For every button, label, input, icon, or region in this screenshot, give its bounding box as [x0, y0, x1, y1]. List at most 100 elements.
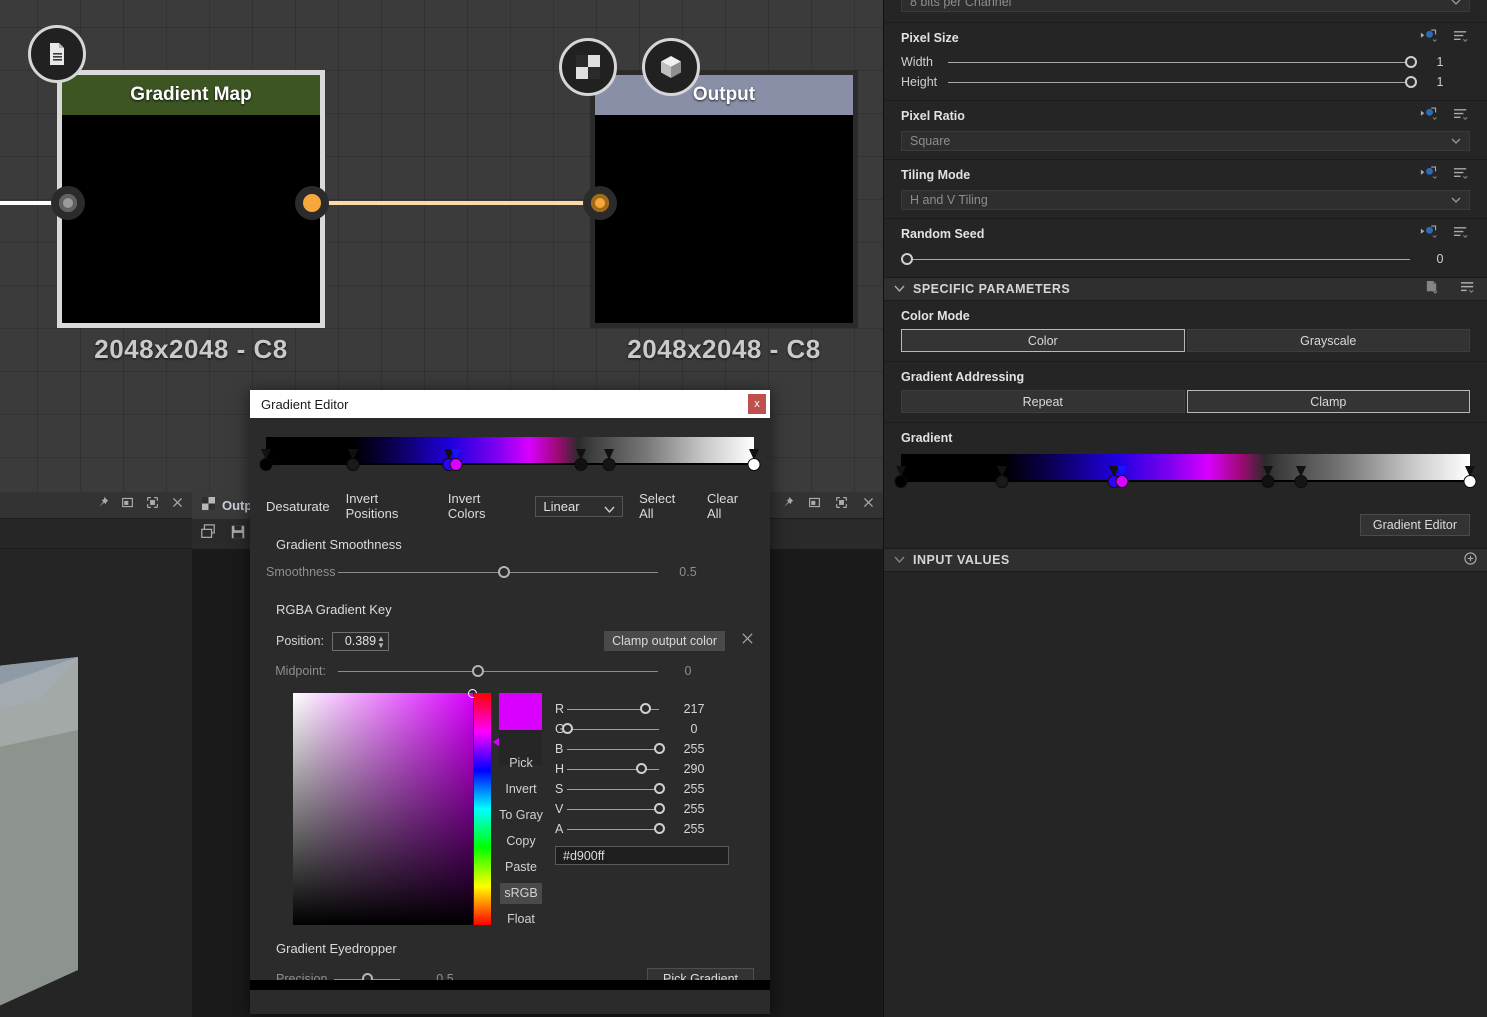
specific-parameters-header[interactable]: SPECIFIC PARAMETERS: [884, 277, 1487, 301]
channel-slider[interactable]: [567, 701, 659, 717]
node-input-port[interactable]: [51, 186, 85, 220]
srgb-button[interactable]: sRGB: [500, 883, 542, 904]
paste-button[interactable]: Paste: [505, 860, 537, 874]
gradient-smoothness-heading: Gradient Smoothness: [276, 537, 402, 552]
node-gradient-map[interactable]: Gradient Map 2048x2048 - C8: [51, 70, 329, 365]
copy-button[interactable]: Copy: [506, 834, 536, 848]
invert-button[interactable]: Invert: [505, 782, 537, 796]
gradient-stop[interactable]: [747, 449, 761, 471]
dock-left-titlebar: [0, 492, 192, 519]
tiling-mode-combo[interactable]: H and V Tiling: [901, 190, 1470, 210]
hex-color-input[interactable]: #d900ff: [555, 846, 729, 865]
channel-slider[interactable]: [567, 761, 659, 777]
parameter-menu-icon[interactable]: [1453, 107, 1470, 125]
viewport-3d[interactable]: [0, 550, 192, 1017]
saturation-value-square[interactable]: [293, 689, 477, 925]
invert-colors-button[interactable]: Invert Colors: [447, 491, 486, 521]
restore-icon[interactable]: [808, 496, 821, 514]
document-icon[interactable]: [28, 25, 86, 83]
tiling-mode-value: H and V Tiling: [910, 193, 988, 207]
node-output-port[interactable]: [295, 186, 329, 220]
channel-slider[interactable]: [562, 721, 659, 737]
invert-positions-button[interactable]: Invert Positions: [345, 491, 399, 521]
channel-slider[interactable]: [567, 781, 665, 797]
pixel-ratio-combo[interactable]: Square: [901, 131, 1470, 151]
expose-parameter-icon[interactable]: [1420, 225, 1439, 243]
bit-depth-combo[interactable]: 8 bits per Channel: [901, 0, 1470, 12]
node-title-output: Output: [595, 75, 853, 115]
gradient-addressing-clamp-button[interactable]: Clamp: [1186, 390, 1470, 413]
expose-parameter-icon[interactable]: [1420, 29, 1439, 47]
node-output[interactable]: Output 2048x2048 - C8: [583, 70, 858, 365]
gradient-group: Gradient Gradient Editor: [884, 423, 1487, 536]
interpolation-select[interactable]: Linear: [535, 495, 624, 517]
height-slider[interactable]: [948, 74, 1418, 90]
stepper-icon[interactable]: ▲ ▼: [377, 633, 385, 650]
gradient-stop[interactable]: [449, 449, 463, 471]
duplicate-icon[interactable]: [200, 523, 216, 545]
save-icon[interactable]: [230, 524, 246, 545]
gradient-ramp-preview[interactable]: [894, 454, 1477, 488]
expose-parameter-icon[interactable]: [1420, 107, 1439, 125]
gradient-stop[interactable]: [602, 449, 616, 471]
pin-icon[interactable]: [96, 496, 109, 514]
close-icon[interactable]: [862, 496, 875, 514]
gradient-stop[interactable]: [574, 449, 588, 471]
gradient-stop[interactable]: [1261, 466, 1275, 488]
preset-icon[interactable]: [1424, 280, 1440, 298]
checker-icon[interactable]: [559, 38, 617, 96]
cube-icon[interactable]: [642, 38, 700, 96]
node-graph-canvas[interactable]: Gradient Map 2048x2048 - C8 Output 2048x…: [0, 0, 883, 492]
add-icon[interactable]: [1464, 552, 1477, 568]
close-icon[interactable]: [171, 496, 184, 514]
gradient-stop[interactable]: [995, 466, 1009, 488]
rgba-gradient-key-heading: RGBA Gradient Key: [276, 602, 392, 617]
gradient-editor-button[interactable]: Gradient Editor: [1359, 514, 1470, 536]
channel-slider[interactable]: [567, 801, 665, 817]
node-caption-gradient-map: 2048x2048 - C8: [94, 334, 288, 364]
color-mode-color-button[interactable]: Color: [901, 329, 1185, 352]
channel-slider[interactable]: [567, 821, 665, 837]
input-values-header[interactable]: INPUT VALUES: [884, 548, 1487, 572]
parameter-menu-icon[interactable]: [1453, 225, 1470, 243]
to-gray-button[interactable]: To Gray: [499, 808, 543, 822]
dialog-titlebar[interactable]: Gradient Editor x: [250, 390, 770, 418]
float-button[interactable]: Float: [507, 912, 535, 926]
channel-row-b: B 255: [555, 739, 755, 759]
wire-input: [0, 201, 60, 205]
gradient-addressing-repeat-button[interactable]: Repeat: [901, 390, 1185, 413]
close-icon[interactable]: x: [748, 394, 766, 414]
position-input[interactable]: 0.389 ▲ ▼: [331, 631, 389, 651]
input-values-title: INPUT VALUES: [913, 553, 1010, 567]
select-all-button[interactable]: Select All: [639, 491, 676, 521]
parameter-menu-icon[interactable]: [1453, 29, 1470, 47]
midpoint-slider[interactable]: [338, 663, 658, 679]
desaturate-button[interactable]: Desaturate: [266, 498, 330, 514]
gradient-ramp-editor[interactable]: [259, 437, 761, 473]
gradient-stop[interactable]: [1463, 466, 1477, 488]
maximize-icon[interactable]: [835, 496, 848, 514]
gradient-stop[interactable]: [1115, 466, 1129, 488]
parameter-menu-icon[interactable]: [1453, 166, 1470, 184]
clear-all-button[interactable]: Clear All: [706, 491, 739, 521]
expose-parameter-icon[interactable]: [1420, 166, 1439, 184]
pin-icon[interactable]: [781, 496, 794, 514]
channel-slider[interactable]: [567, 741, 665, 757]
pick-button[interactable]: Pick: [509, 756, 533, 770]
color-mode-grayscale-button[interactable]: Grayscale: [1186, 329, 1470, 352]
parameter-menu-icon[interactable]: [1460, 280, 1477, 298]
bit-depth-value: 8 bits per Channel: [910, 0, 1012, 9]
gradient-stop[interactable]: [346, 449, 360, 471]
hue-strip[interactable]: [474, 693, 491, 925]
node-output-input-port[interactable]: [583, 186, 617, 220]
gradient-stop[interactable]: [259, 449, 273, 471]
clamp-output-color-button[interactable]: Clamp output color: [604, 631, 725, 651]
remove-key-icon[interactable]: [741, 632, 754, 650]
smoothness-slider[interactable]: [338, 564, 658, 580]
width-slider[interactable]: [948, 54, 1418, 70]
maximize-icon[interactable]: [146, 496, 159, 514]
gradient-stop[interactable]: [1294, 466, 1308, 488]
gradient-stop[interactable]: [894, 466, 908, 488]
restore-icon[interactable]: [121, 496, 134, 514]
random-seed-slider[interactable]: [901, 251, 1410, 267]
